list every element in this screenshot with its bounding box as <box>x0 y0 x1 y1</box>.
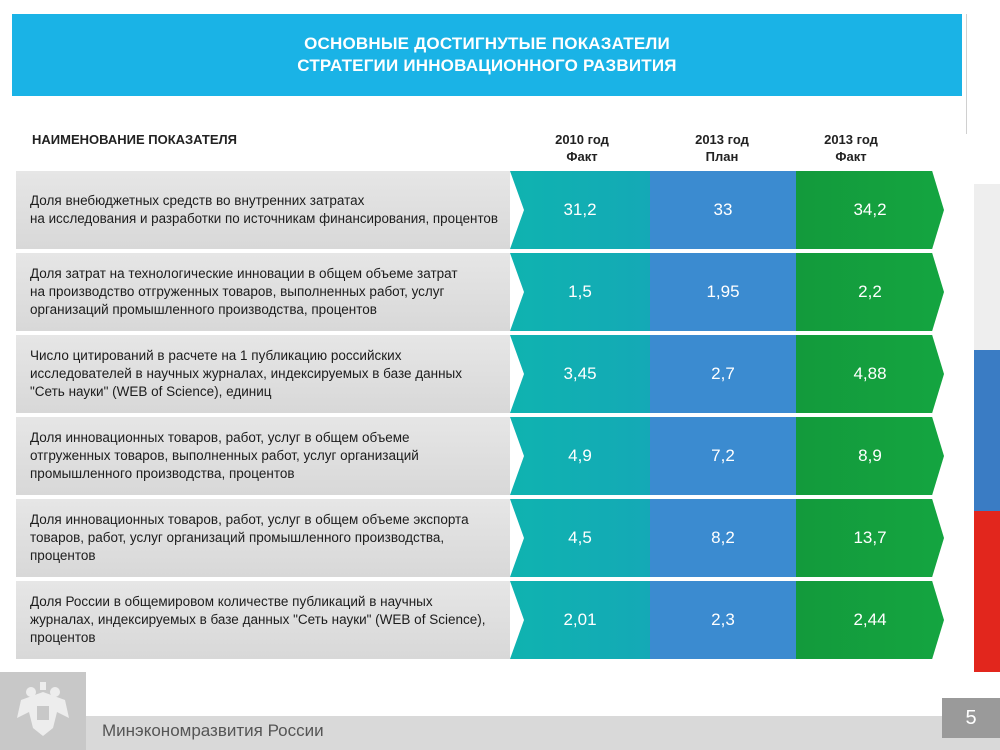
double-headed-eagle-emblem-icon <box>0 672 86 750</box>
value-2013-fact: 8,9 <box>796 417 944 495</box>
indicators-table: Доля внебюджетных средств во внутренних … <box>16 171 956 663</box>
indicator-name-line: Доля инновационных товаров, работ, услуг… <box>30 512 469 527</box>
table-row: Доля внебюджетных средств во внутренних … <box>16 171 956 249</box>
value-2010-fact: 3,45 <box>510 335 650 413</box>
column-header-2013-fact-year: 2013 год <box>824 132 878 147</box>
value-2013-plan: 8,2 <box>650 499 796 577</box>
value-2010-fact: 1,5 <box>510 253 650 331</box>
ministry-name: Минэкономразвития России <box>102 721 324 740</box>
indicator-name-line: товаров, работ, услуг организаций промыш… <box>30 530 445 545</box>
value-2013-fact: 13,7 <box>796 499 944 577</box>
column-header-2013-fact: 2013 год Факт <box>791 131 911 165</box>
value-2013-fact: 4,88 <box>796 335 944 413</box>
column-header-2013-plan: 2013 год План <box>662 131 782 165</box>
indicator-name-line: организаций промышленного производства, … <box>30 302 377 317</box>
table-row: Доля инновационных товаров, работ, услуг… <box>16 417 956 495</box>
indicator-name-line: журналах, индексируемых в базе данных "С… <box>30 612 486 627</box>
indicator-name-line: на исследования и разработки по источник… <box>30 211 498 226</box>
footer-bar <box>0 716 1000 750</box>
indicator-name-line: на производство отгруженных товаров, вып… <box>30 284 445 299</box>
table-row: Доля инновационных товаров, работ, услуг… <box>16 499 956 577</box>
column-header-name: НАИМЕНОВАНИЕ ПОКАЗАТЕЛЯ <box>32 132 238 147</box>
value-2013-plan: 2,3 <box>650 581 796 659</box>
column-header-2010-type: Факт <box>566 149 598 164</box>
indicator-name: Доля инновационных товаров, работ, услуг… <box>16 417 510 495</box>
indicator-name: Доля внебюджетных средств во внутренних … <box>16 171 510 249</box>
column-header-2013-plan-year: 2013 год <box>695 132 749 147</box>
indicator-name-line: Число цитирований в расчете на 1 публика… <box>30 348 402 363</box>
indicator-name-line: Доля затрат на технологические инновации… <box>30 266 458 281</box>
column-header-2010-fact: 2010 год Факт <box>522 131 642 165</box>
indicator-name: Доля инновационных товаров, работ, услуг… <box>16 499 510 577</box>
indicator-name-line: исследователей в научных журналах, индек… <box>30 366 463 381</box>
title-banner: ОСНОВНЫЕ ДОСТИГНУТЫЕ ПОКАЗАТЕЛИ СТРАТЕГИ… <box>12 14 962 96</box>
value-2010-fact: 31,2 <box>510 171 650 249</box>
value-2010-fact: 4,9 <box>510 417 650 495</box>
column-header-2013-plan-type: План <box>705 149 739 164</box>
table-row: Доля затрат на технологические инновации… <box>16 253 956 331</box>
indicator-name-line: промышленного производства, процентов <box>30 466 295 481</box>
page-number: 5 <box>942 698 1000 738</box>
indicator-name-line: процентов <box>30 630 96 645</box>
title-line-1: ОСНОВНЫЕ ДОСТИГНУТЫЕ ПОКАЗАТЕЛИ <box>304 34 670 53</box>
indicator-name-line: Доля инновационных товаров, работ, услуг… <box>30 430 410 445</box>
indicator-name-line: "Сеть науки" (WEB of Science), единиц <box>30 384 272 399</box>
indicator-name: Число цитирований в расчете на 1 публика… <box>16 335 510 413</box>
slide-frame-line <box>966 14 967 134</box>
value-2013-plan: 2,7 <box>650 335 796 413</box>
value-2013-fact: 2,2 <box>796 253 944 331</box>
table-row: Доля России в общемировом количестве пуб… <box>16 581 956 659</box>
indicator-name: Доля России в общемировом количестве пуб… <box>16 581 510 659</box>
column-header-2010-year: 2010 год <box>555 132 609 147</box>
value-2013-plan: 33 <box>650 171 796 249</box>
indicator-name-line: Доля внебюджетных средств во внутренних … <box>30 193 365 208</box>
value-2010-fact: 2,01 <box>510 581 650 659</box>
value-2013-fact: 34,2 <box>796 171 944 249</box>
value-2013-plan: 7,2 <box>650 417 796 495</box>
table-row: Число цитирований в расчете на 1 публика… <box>16 335 956 413</box>
value-2010-fact: 4,5 <box>510 499 650 577</box>
russian-flag-stripe <box>974 184 1000 672</box>
indicator-name: Доля затрат на технологические инновации… <box>16 253 510 331</box>
title-line-2: СТРАТЕГИИ ИННОВАЦИОННОГО РАЗВИТИЯ <box>297 56 677 75</box>
indicator-name-line: Доля России в общемировом количестве пуб… <box>30 594 433 609</box>
indicator-name-line: процентов <box>30 548 96 563</box>
indicator-name-line: отгруженных товаров, выполненных работ, … <box>30 448 419 463</box>
value-2013-fact: 2,44 <box>796 581 944 659</box>
value-2013-plan: 1,95 <box>650 253 796 331</box>
column-header-2013-fact-type: Факт <box>835 149 867 164</box>
